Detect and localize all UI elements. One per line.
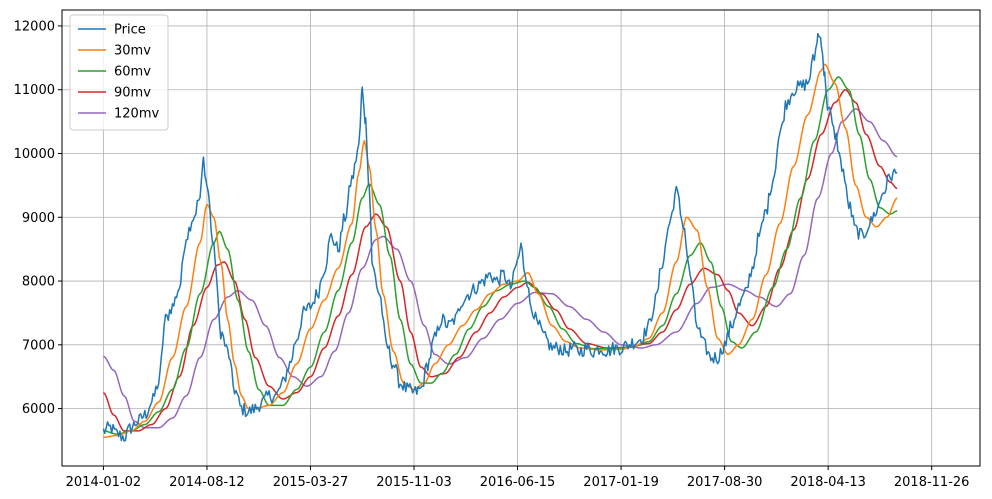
- legend: Price 30mv 60mv 90mv 120mv: [69, 14, 169, 131]
- legend-label: Price: [114, 23, 146, 38]
- y-tick-label: 9000: [22, 211, 55, 226]
- series-line-60mv: [103, 76, 898, 435]
- y-tick-label: 7000: [22, 338, 55, 353]
- series-lines: [102, 32, 898, 442]
- y-tick-label: 11000: [14, 83, 55, 98]
- y-tick-label: 8000: [22, 275, 55, 290]
- x-tick-label: 2018-11-26: [894, 475, 970, 490]
- legend-label: 60mv: [114, 65, 151, 80]
- x-tick-label: 2014-08-12: [169, 475, 245, 490]
- series-line-price: [102, 32, 898, 442]
- series-line-30mv: [103, 63, 898, 439]
- x-tick-label: 2015-03-27: [273, 475, 349, 490]
- x-tick-label: 2014-01-02: [66, 475, 142, 490]
- y-grid: [62, 25, 980, 410]
- y-tick-label: 10000: [14, 147, 55, 162]
- legend-label: 90mv: [114, 86, 151, 101]
- legend-label: 30mv: [114, 44, 151, 59]
- y-tick-label: 12000: [14, 19, 55, 34]
- x-tick-label: 2016-06-15: [480, 475, 556, 490]
- x-tick-label: 2017-08-30: [687, 475, 763, 490]
- legend-box: [69, 14, 169, 131]
- y-axis: 6000 7000 8000 9000 10000 11000 12000: [14, 19, 62, 417]
- x-tick-label: 2018-04-13: [790, 475, 866, 490]
- x-tick-label: 2015-11-03: [376, 475, 452, 490]
- y-tick-label: 6000: [22, 402, 55, 417]
- legend-label: 120mv: [114, 107, 159, 122]
- plot-area: [61, 9, 981, 467]
- x-axis: 2014-01-02 2014-08-12 2015-03-27 2015-11-03…: [66, 466, 970, 490]
- x-tick-label: 2017-01-19: [583, 475, 659, 490]
